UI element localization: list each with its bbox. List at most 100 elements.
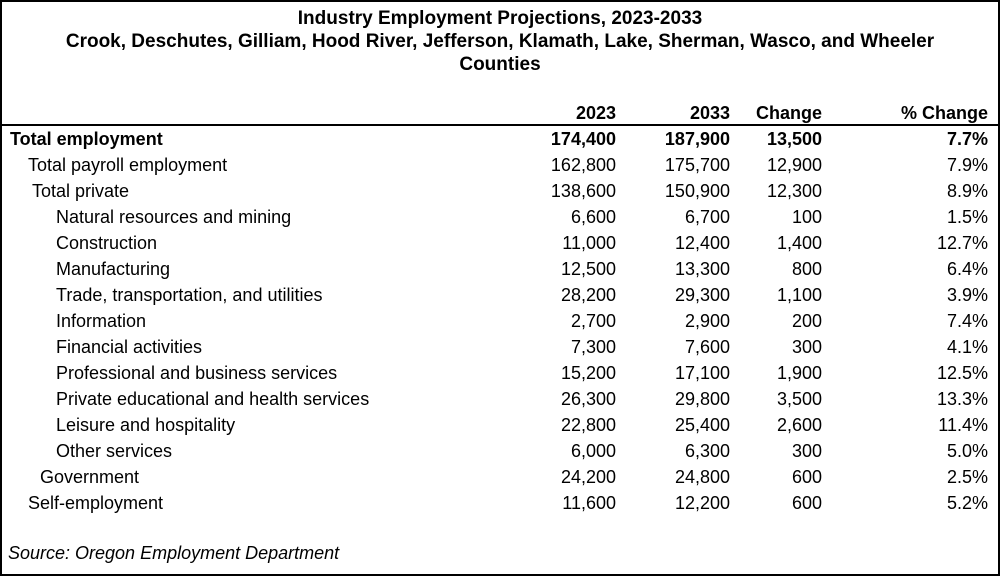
cell-2023: 11,000 [562,233,616,253]
page-title: Industry Employment Projections, 2023-20… [297,8,703,29]
row-label: Total private [32,181,130,201]
row-label: Construction [56,233,158,253]
cell-pct-change: 7.7% [946,129,988,149]
column-header-pct-change: % Change [900,102,988,123]
row-label: Professional and business services [56,363,338,383]
column-header-2023: 2023 [575,102,616,123]
table-row: Construction 11,000 12,400 1,400 12.7% [2,230,998,256]
cell-2033: 17,100 [674,363,730,383]
cell-2023: 11,600 [562,493,616,513]
row-label: Trade, transportation, and utilities [56,285,323,305]
cell-2023: 26,300 [560,389,616,409]
subtitle-counties-2: Counties [459,54,541,75]
cell-change: 12,300 [766,181,822,201]
cell-pct-change: 1.5% [946,207,988,227]
cell-pct-change: 7.9% [946,155,988,175]
cell-pct-change: 5.0% [946,441,988,461]
cell-2033: 187,900 [664,129,730,149]
cell-change: 200 [791,311,822,331]
table-row: Leisure and hospitality 22,800 25,400 2,… [2,412,998,438]
cell-2033: 12,200 [674,493,730,513]
table-row: Total private 138,600 150,900 12,300 8.9… [2,178,998,204]
cell-2033: 7,600 [684,337,730,357]
cell-2033: 2,900 [684,311,730,331]
row-label: Information [56,311,147,331]
cell-2023: 15,200 [560,363,616,383]
cell-pct-change: 11.4% [938,415,988,435]
cell-pct-change: 12.7% [936,233,988,253]
cell-pct-change: 2.5% [946,467,988,487]
table-row: Total employment 174,400 187,900 13,500 … [2,126,998,152]
cell-pct-change: 13.3% [936,389,988,409]
cell-2033: 29,800 [674,389,730,409]
cell-change: 13,500 [766,129,822,149]
cell-2033: 24,800 [674,467,730,487]
cell-2023: 12,500 [560,259,616,279]
cell-change: 300 [791,441,822,461]
cell-change: 12,900 [766,155,822,175]
row-label: Government [40,467,140,487]
cell-change: 300 [791,337,822,357]
column-header-2033: 2033 [689,102,730,123]
cell-2033: 175,700 [664,155,730,175]
cell-2023: 6,000 [570,441,616,461]
cell-2023: 7,300 [570,337,616,357]
cell-2033: 25,400 [674,415,730,435]
cell-change: 1,100 [776,285,822,305]
cell-change: 1,400 [776,233,822,253]
cell-2023: 174,400 [550,129,616,149]
cell-change: 2,600 [776,415,822,435]
subtitle-counties: Crook, Deschutes, Gilliam, Hood River, J… [65,31,935,52]
cell-pct-change: 6.4% [946,259,988,279]
row-label: Private educational and health services [56,389,370,409]
title-block: Industry Employment Projections, 2023-20… [2,2,998,76]
table-row: Information 2,700 2,900 200 7.4% [2,308,998,334]
row-label: Financial activities [56,337,203,357]
cell-pct-change: 7.4% [946,311,988,331]
table-row: Professional and business services 15,20… [2,360,998,386]
cell-pct-change: 8.9% [946,181,988,201]
cell-2023: 28,200 [560,285,616,305]
cell-2023: 6,600 [570,207,616,227]
table-row: Other services 6,000 6,300 300 5.0% [2,438,998,464]
row-label: Other services [56,441,173,461]
cell-2023: 138,600 [550,181,616,201]
cell-2033: 29,300 [674,285,730,305]
cell-pct-change: 4.1% [946,337,988,357]
cell-2033: 13,300 [674,259,730,279]
table-row: Trade, transportation, and utilities 28,… [2,282,998,308]
cell-2023: 24,200 [560,467,616,487]
cell-2033: 6,300 [684,441,730,461]
table-row: Natural resources and mining 6,600 6,700… [2,204,998,230]
column-header-change: Change [755,102,822,123]
cell-change: 800 [791,259,822,279]
cell-change: 600 [791,467,822,487]
table-row: Government 24,200 24,800 600 2.5% [2,464,998,490]
source-note: Source: Oregon Employment Department [8,543,340,563]
row-label: Natural resources and mining [56,207,292,227]
cell-pct-change: 12.5% [936,363,988,383]
cell-change: 1,900 [776,363,822,383]
table-header-row: 2023 2033 Change % Change [2,102,998,126]
cell-2023: 162,800 [550,155,616,175]
table-row: Private educational and health services … [2,386,998,412]
cell-2033: 12,400 [674,233,730,253]
table-row: Total payroll employment 162,800 175,700… [2,152,998,178]
table-row: Manufacturing 12,500 13,300 800 6.4% [2,256,998,282]
table-body: Total employment 174,400 187,900 13,500 … [2,126,998,516]
row-label: Leisure and hospitality [56,415,236,435]
table-row: Self-employment 11,600 12,200 600 5.2% [2,490,998,516]
cell-change: 3,500 [776,389,822,409]
cell-2033: 150,900 [664,181,730,201]
row-label: Self-employment [28,493,164,513]
cell-change: 600 [791,493,822,513]
cell-pct-change: 3.9% [946,285,988,305]
row-label: Total payroll employment [28,155,228,175]
row-label: Manufacturing [56,259,171,279]
row-label: Total employment [10,129,163,149]
cell-2023: 22,800 [560,415,616,435]
cell-2023: 2,700 [570,311,616,331]
cell-2033: 6,700 [684,207,730,227]
cell-pct-change: 5.2% [946,493,988,513]
